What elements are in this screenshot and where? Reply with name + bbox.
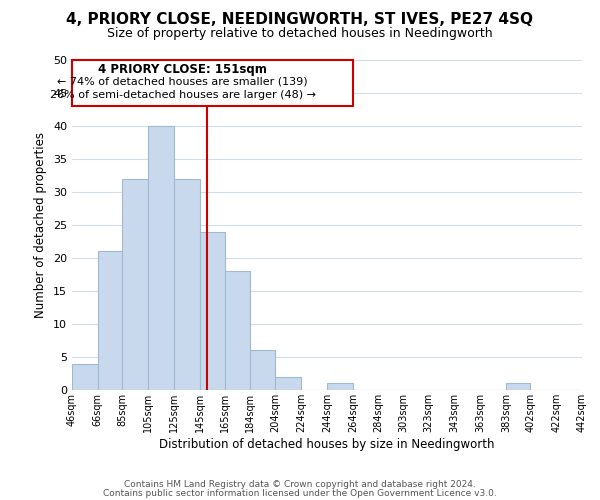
Text: Contains public sector information licensed under the Open Government Licence v3: Contains public sector information licen… xyxy=(103,488,497,498)
Y-axis label: Number of detached properties: Number of detached properties xyxy=(34,132,47,318)
Bar xyxy=(250,350,275,390)
X-axis label: Distribution of detached houses by size in Needingworth: Distribution of detached houses by size … xyxy=(159,438,495,450)
Bar xyxy=(72,364,98,390)
Bar xyxy=(174,179,199,390)
Bar xyxy=(327,384,353,390)
Text: 4, PRIORY CLOSE, NEEDINGWORTH, ST IVES, PE27 4SQ: 4, PRIORY CLOSE, NEEDINGWORTH, ST IVES, … xyxy=(67,12,533,28)
Text: Contains HM Land Registry data © Crown copyright and database right 2024.: Contains HM Land Registry data © Crown c… xyxy=(124,480,476,489)
Text: Size of property relative to detached houses in Needingworth: Size of property relative to detached ho… xyxy=(107,28,493,40)
Text: ← 74% of detached houses are smaller (139): ← 74% of detached houses are smaller (13… xyxy=(58,76,308,86)
Bar xyxy=(275,377,301,390)
Text: 26% of semi-detached houses are larger (48) →: 26% of semi-detached houses are larger (… xyxy=(50,90,316,100)
Bar xyxy=(98,252,122,390)
FancyBboxPatch shape xyxy=(72,60,353,106)
Bar xyxy=(122,179,148,390)
Bar xyxy=(200,232,225,390)
Bar xyxy=(506,384,530,390)
Bar xyxy=(225,271,250,390)
Bar xyxy=(148,126,174,390)
Text: 4 PRIORY CLOSE: 151sqm: 4 PRIORY CLOSE: 151sqm xyxy=(98,64,267,76)
